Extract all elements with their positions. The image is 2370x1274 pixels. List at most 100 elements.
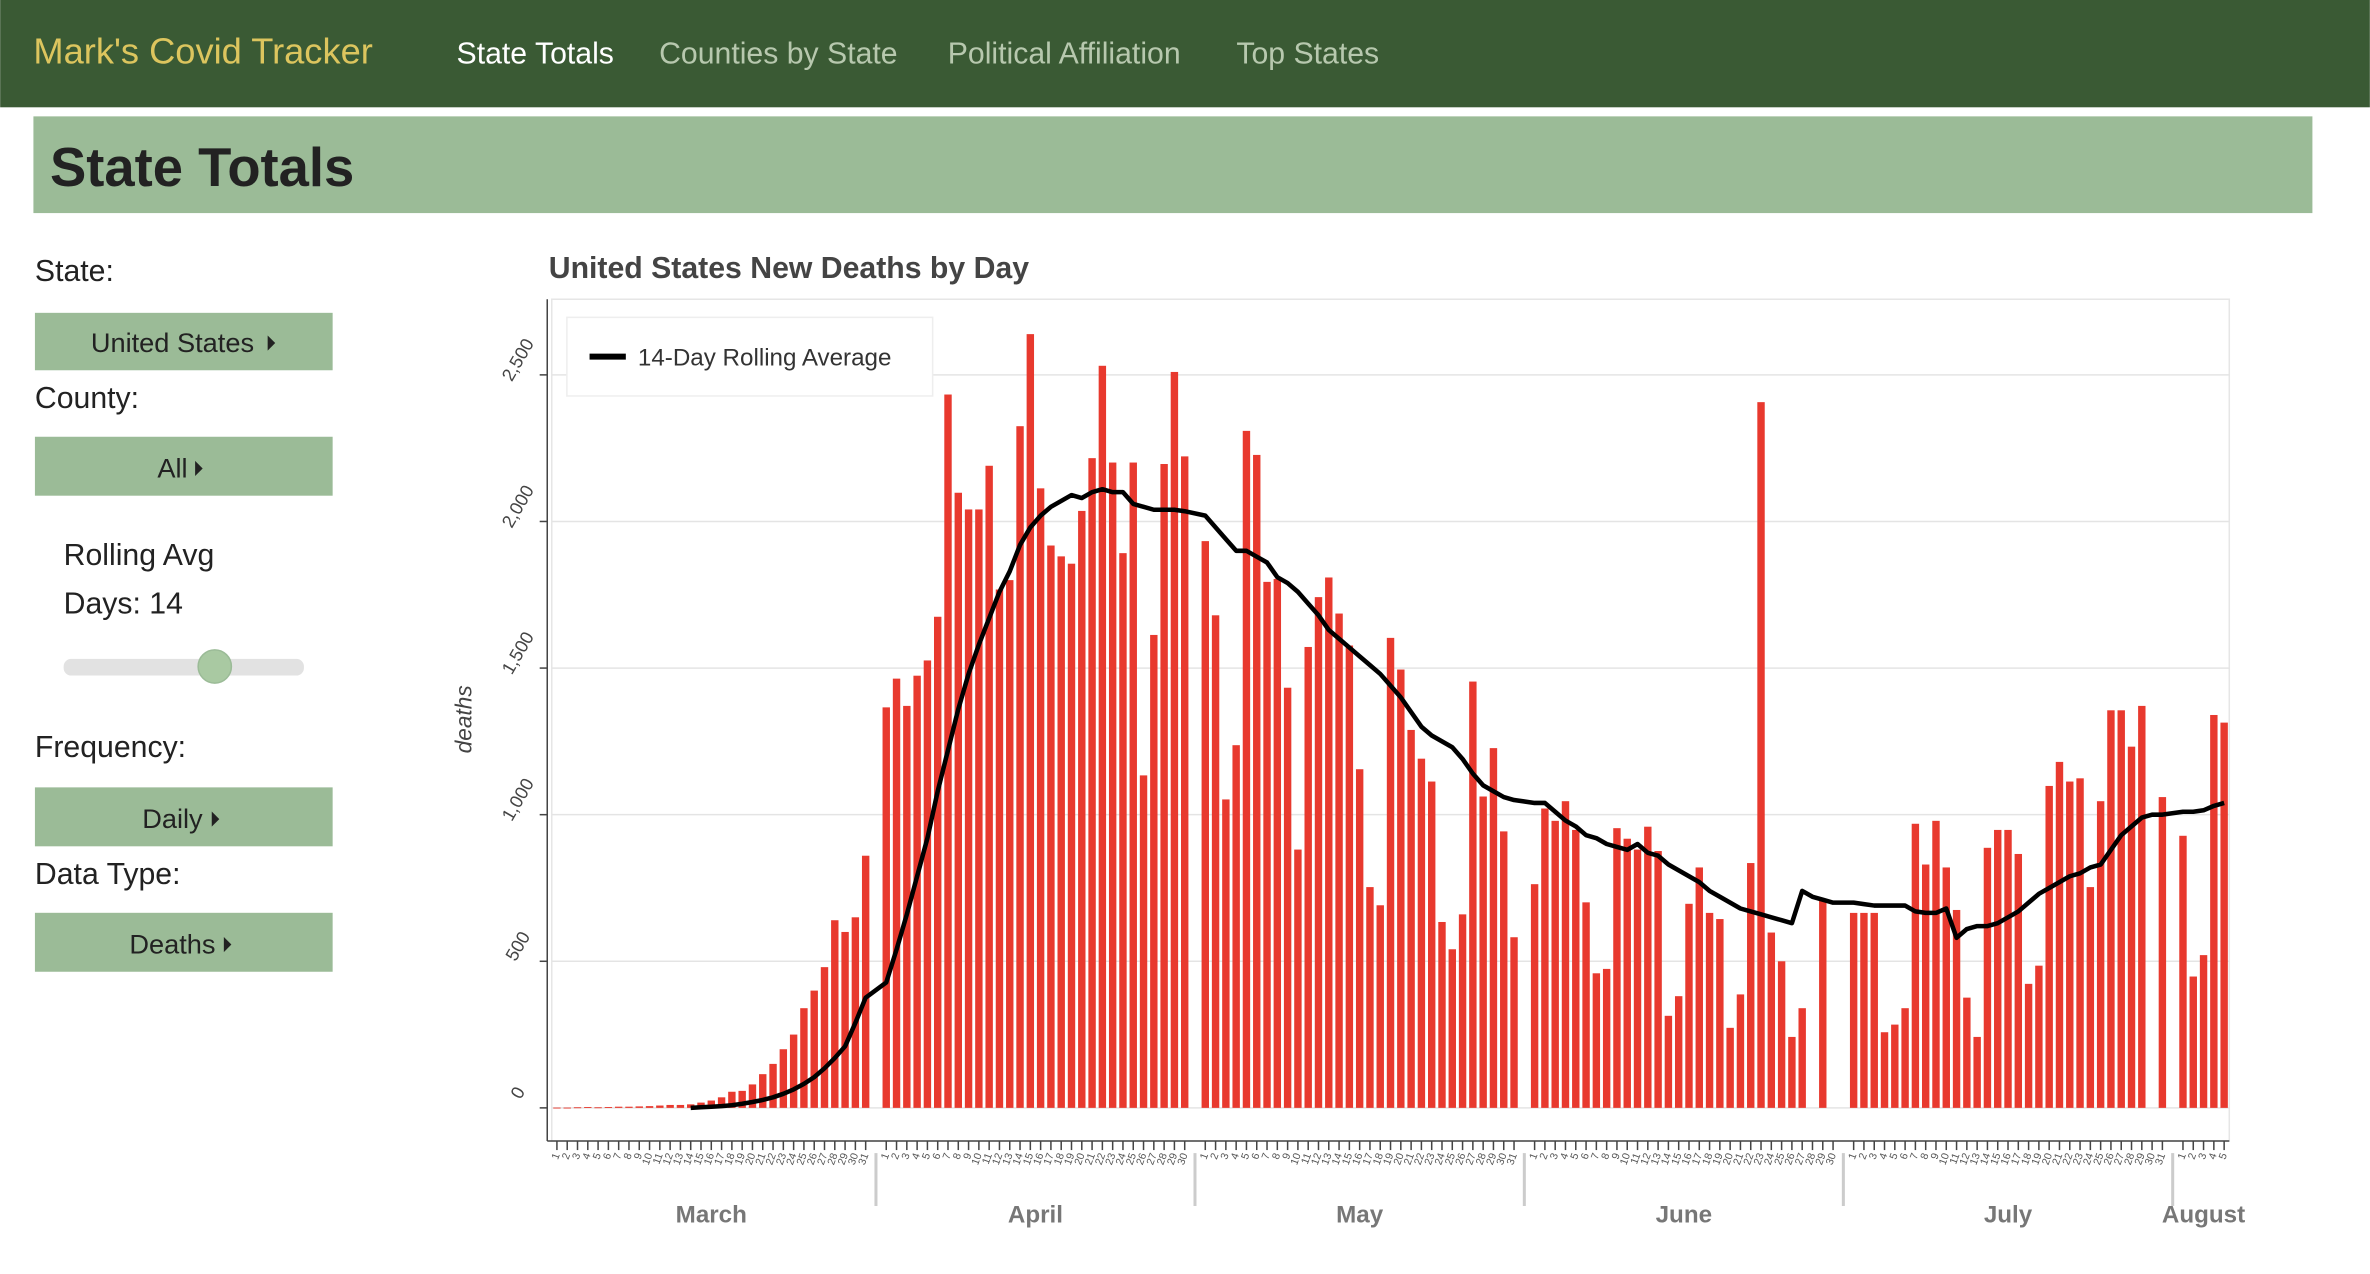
brand[interactable]: Mark's Covid Tracker (33, 30, 372, 71)
y-tick-label: 500 (502, 928, 534, 964)
state-label: State: (35, 255, 114, 288)
bar (2014, 853, 2023, 1108)
x-tick-label: 28 (825, 1151, 840, 1166)
nav-link[interactable]: State Totals (457, 37, 614, 70)
x-tick-label: 13 (1319, 1151, 1334, 1166)
x-tick-label: 27 (1793, 1151, 1808, 1166)
x-tick-label: 28 (2122, 1151, 2137, 1166)
bar (2096, 801, 2105, 1108)
x-tick-label: 27 (1463, 1151, 1478, 1166)
bar (1685, 903, 1693, 1108)
x-tick-label: 3 (570, 1151, 583, 1161)
x-tick-label: 16 (702, 1151, 717, 1166)
x-tick-label: 29 (2132, 1151, 2147, 1166)
x-tick-label: 26 (1134, 1151, 1149, 1166)
bar (779, 1049, 788, 1108)
bar (1108, 462, 1117, 1108)
bar (810, 990, 818, 1108)
bar (985, 465, 993, 1108)
x-tick-label: 4 (910, 1151, 923, 1161)
x-tick-label: 15 (1021, 1151, 1036, 1166)
bar (1747, 863, 1755, 1108)
bar (2055, 761, 2064, 1108)
plot: 05001,0001,5002,0002,5001234567891011121… (498, 334, 2245, 1229)
x-tick-label: 4 (1229, 1151, 1242, 1161)
x-tick-label: 31 (856, 1151, 871, 1166)
month-label: May (1336, 1202, 1384, 1229)
nav-link[interactable]: Top States (1236, 37, 1379, 70)
bar (1654, 851, 1662, 1108)
county-label: County: (35, 382, 139, 415)
bar (1180, 456, 1189, 1108)
x-tick-label: 4 (1877, 1151, 1890, 1161)
x-tick-label: 7 (1260, 1151, 1273, 1161)
x-tick-label: 14 (1978, 1151, 1993, 1166)
x-tick-label: 14 (681, 1151, 696, 1166)
x-tick-label: 19 (1710, 1151, 1725, 1166)
bar (1314, 597, 1323, 1108)
bar (1644, 826, 1652, 1108)
slider-knob[interactable] (197, 649, 233, 684)
bar (625, 1106, 633, 1108)
bar (1819, 899, 1827, 1108)
bar (1026, 334, 1035, 1108)
x-tick-label: 2 (889, 1151, 902, 1161)
x-tick-label: 1 (549, 1151, 562, 1161)
bar (934, 616, 942, 1108)
bar (1716, 919, 1724, 1108)
data-type-dropdown[interactable] (34, 912, 333, 972)
bar (1664, 1015, 1673, 1108)
x-tick-label: 23 (774, 1151, 789, 1166)
rolling-average-line (690, 486, 2225, 1111)
state-dropdown[interactable] (34, 312, 333, 371)
bar (820, 967, 829, 1108)
x-tick-label: 21 (1731, 1151, 1746, 1166)
x-tick-label: 12 (661, 1151, 676, 1166)
bar (1870, 912, 1878, 1108)
x-tick-label: 15 (1340, 1151, 1355, 1166)
bar (2004, 829, 2012, 1108)
bar (892, 678, 901, 1108)
bar (1572, 829, 1580, 1108)
x-tick-label: 20 (743, 1151, 758, 1166)
nav-link[interactable]: Political Affiliation (948, 37, 1181, 70)
bar (635, 1106, 643, 1108)
x-tick-label: 30 (846, 1151, 861, 1166)
bar (861, 855, 870, 1108)
x-tick-label: 22 (764, 1151, 779, 1166)
slider-track[interactable] (63, 658, 304, 676)
x-tick-label: 8 (622, 1151, 635, 1161)
bar (1345, 645, 1354, 1108)
bar (2076, 778, 2084, 1108)
x-tick-label: 6 (930, 1151, 943, 1161)
bar (584, 1106, 592, 1108)
x-tick-label: 20 (1072, 1151, 1087, 1166)
bar (2024, 983, 2033, 1108)
frequency-dropdown[interactable] (34, 787, 333, 847)
bar (1427, 781, 1436, 1108)
x-tick-label: 10 (640, 1151, 655, 1166)
bar (1376, 905, 1384, 1108)
nav-link[interactable]: Counties by State (659, 37, 898, 70)
x-tick-label: 20 (2040, 1151, 2055, 1166)
frequency-label: Frequency: (35, 731, 186, 764)
bar (1880, 1032, 1889, 1108)
month-label: March (676, 1202, 747, 1229)
bar (1911, 823, 1920, 1108)
bar (975, 509, 983, 1108)
bar (604, 1106, 613, 1108)
bar (2117, 710, 2125, 1108)
x-tick-label: 8 (951, 1151, 964, 1161)
x-tick-label: 1 (1846, 1151, 1859, 1161)
x-tick-label: 3 (899, 1151, 912, 1161)
bar (2035, 965, 2043, 1108)
bar (2138, 705, 2146, 1108)
x-tick-label: 8 (1918, 1151, 1931, 1161)
x-tick-label: 21 (753, 1151, 768, 1166)
x-tick-label: 17 (1360, 1151, 1375, 1166)
bar (1736, 994, 1745, 1108)
county-dropdown[interactable] (34, 436, 333, 496)
x-tick-label: 25 (1772, 1151, 1787, 1166)
bar (913, 675, 921, 1108)
x-tick-label: 21 (1402, 1151, 1417, 1166)
